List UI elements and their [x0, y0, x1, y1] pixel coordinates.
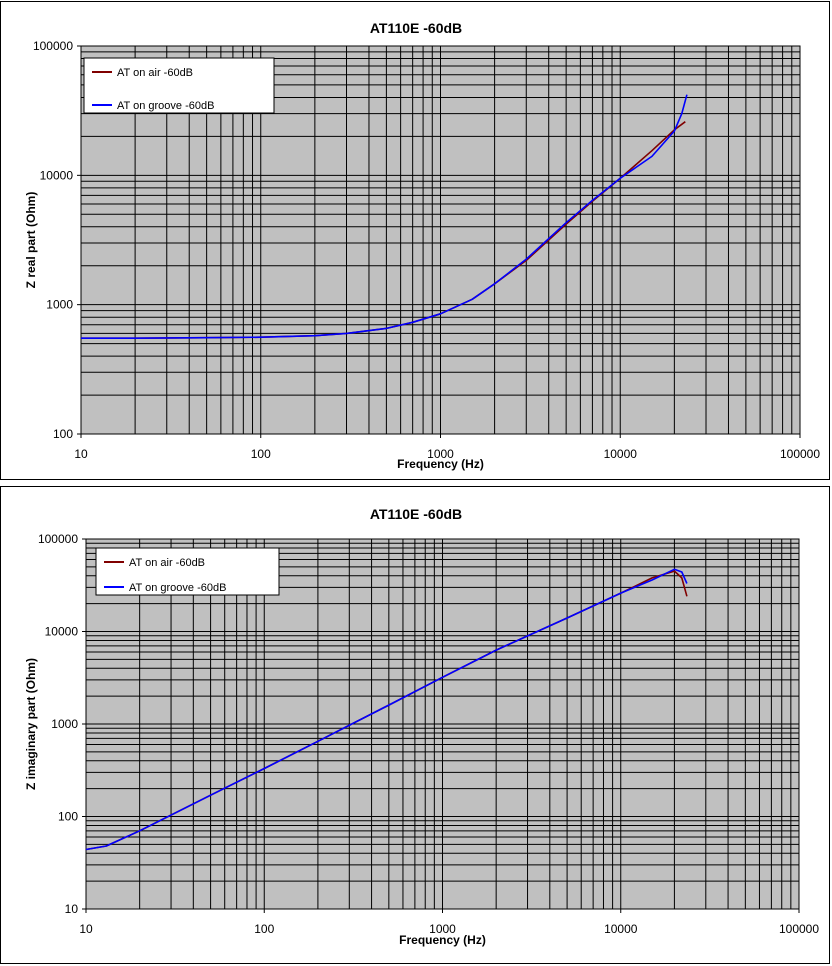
y-gridlines	[86, 542, 799, 882]
legend: AT on air -60dB AT on groove -60dB	[83, 57, 275, 114]
series-line-groove	[85, 568, 688, 851]
x-tick-label: 1000	[427, 447, 454, 461]
x-axis-title: Frequency (Hz)	[399, 933, 486, 947]
x-tick-label: 10000	[604, 922, 638, 936]
y-tick-label: 100000	[38, 532, 78, 546]
x-tick-label: 100000	[779, 922, 819, 936]
x-tick-label: 10000	[604, 447, 638, 461]
legend-label: AT on groove -60dB	[117, 100, 214, 112]
legend-box	[83, 57, 275, 114]
legend-box	[95, 547, 280, 596]
legend: AT on air -60dB AT on groove -60dB	[95, 547, 280, 596]
y-tick-label: 1000	[46, 298, 73, 312]
y-gridlines	[81, 51, 800, 396]
x-tick-label: 100	[254, 922, 274, 936]
x-tick-label: 10	[79, 922, 93, 936]
y-axis-title: Z real part (Ohm)	[24, 192, 38, 289]
legend-label: AT on air -60dB	[117, 67, 193, 79]
chart-frame-real: 10 100 1000 10000 100000 100 1000 10000 100000 AT…	[0, 1, 830, 480]
x-tick-label: 10	[74, 447, 88, 461]
legend-label: AT on groove -60dB	[129, 582, 226, 594]
chart-imaginary-svg: 10 100 1000 10000 100000 10 100 1000 10000 100000…	[24, 506, 819, 947]
x-axis-title: Frequency (Hz)	[397, 457, 484, 471]
y-tick-label: 100000	[33, 39, 73, 53]
series-line-groove	[81, 94, 688, 340]
y-tick-label: 10	[65, 902, 79, 916]
chart-frame-imaginary: 10 100 1000 10000 100000 10 100 1000 10000 100000…	[0, 486, 830, 964]
y-tick-label: 100	[58, 810, 78, 824]
x-tick-label: 100	[251, 447, 271, 461]
y-tick-label: 1000	[51, 717, 78, 731]
y-tick-label: 100	[53, 427, 73, 441]
y-tick-label: 10000	[45, 625, 79, 639]
legend-label: AT on air -60dB	[129, 557, 205, 569]
x-tick-label: 1000	[429, 922, 456, 936]
y-tick-label: 10000	[40, 168, 74, 182]
x-tick-label: 100000	[780, 447, 820, 461]
chart-real-svg: 10 100 1000 10000 100000100100010000100000AT…	[24, 20, 820, 471]
y-axis-title: Z imaginary part (Ohm)	[24, 658, 38, 790]
chart-title: AT110E -60dB	[370, 20, 462, 36]
chart-title: AT110E -60dB	[370, 506, 462, 522]
